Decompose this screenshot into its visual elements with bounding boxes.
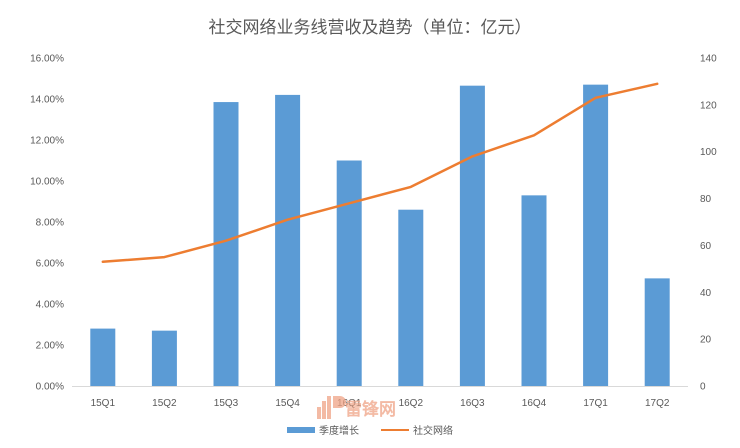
bar-15Q2: [151, 330, 177, 386]
right-tick-label: 0: [700, 382, 706, 393]
bar-16Q1: [336, 160, 362, 386]
right-axis-labels: 0 20 40 60 80 100 120 140: [700, 54, 717, 393]
right-tick-label: 120: [700, 100, 717, 111]
bar-15Q4: [275, 94, 301, 387]
x-tick-label: 15Q3: [214, 398, 239, 409]
watermark: 雷锋网: [317, 396, 396, 420]
bar-16Q3: [459, 85, 485, 387]
bar-17Q1: [583, 84, 609, 387]
x-tick-label: 16Q1: [337, 398, 362, 409]
x-tick-label: 15Q2: [152, 398, 177, 409]
x-tick-label: 17Q1: [583, 398, 608, 409]
left-tick-label: 12.00%: [30, 136, 64, 147]
right-tick-label: 140: [700, 54, 717, 65]
left-tick-label: 2.00%: [36, 341, 64, 352]
x-tick-label: 16Q2: [399, 398, 424, 409]
x-tick-label: 16Q3: [460, 398, 485, 409]
left-tick-label: 16.00%: [30, 54, 64, 65]
watermark-text: 雷锋网: [345, 399, 396, 420]
x-tick-label: 17Q2: [645, 398, 670, 409]
x-axis-labels: 15Q1 15Q2 15Q3 15Q4 16Q1 16Q2 16Q3 16Q4 17Q1 17Q2: [91, 398, 670, 409]
legend-label-bar: 季度增长: [319, 424, 359, 437]
bar-series: [90, 84, 670, 387]
legend-label-line: 社交网络: [413, 424, 453, 437]
bar-16Q4: [521, 195, 547, 386]
legend-swatch-bar: [287, 427, 315, 433]
right-tick-label: 40: [700, 288, 712, 299]
x-tick-label: 15Q1: [91, 398, 116, 409]
left-tick-label: 8.00%: [36, 218, 64, 229]
bar-15Q1: [90, 328, 116, 386]
left-tick-label: 14.00%: [30, 95, 64, 106]
right-tick-label: 20: [700, 335, 712, 346]
leifeng-logo-icon: [317, 396, 346, 419]
left-tick-label: 4.00%: [36, 300, 64, 311]
left-axis-labels: 0.00% 2.00% 4.00% 6.00% 8.00% 10.00% 12.00% 14.…: [30, 54, 64, 393]
line-series: [101, 82, 659, 264]
x-tick-label: 16Q4: [522, 398, 547, 409]
right-tick-label: 60: [700, 241, 712, 252]
bar-16Q2: [398, 209, 424, 386]
left-tick-label: 10.00%: [30, 177, 64, 188]
chart-title: 社交网络业务线营收及趋势（单位：亿元）: [209, 18, 532, 38]
right-tick-label: 80: [700, 194, 712, 205]
left-tick-label: 0.00%: [36, 382, 64, 393]
x-tick-label: 15Q4: [275, 398, 300, 409]
right-tick-label: 100: [700, 147, 717, 158]
left-tick-label: 6.00%: [36, 259, 64, 270]
bar-17Q2: [644, 278, 670, 386]
line-社交网络: [101, 82, 659, 264]
legend: 季度增长 社交网络: [287, 424, 453, 437]
